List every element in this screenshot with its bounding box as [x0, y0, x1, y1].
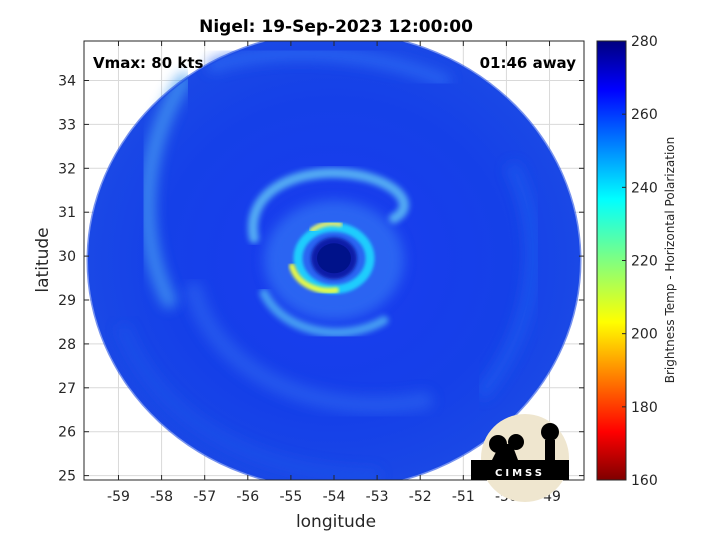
x-tick-label: -52	[409, 489, 432, 505]
x-tick-label: -56	[236, 489, 259, 505]
cimss-logo-text: CIMSS	[495, 468, 545, 479]
y-axis-label: latitude	[33, 227, 53, 292]
x-tick-label: -53	[366, 489, 389, 505]
y-tick-label: 31	[58, 205, 76, 221]
swath-image	[86, 41, 582, 480]
rainband	[476, 162, 542, 399]
colorbar-tick-label: 220	[631, 254, 658, 270]
outer-eyewall-band	[259, 288, 389, 337]
colorbar-tick-label: 200	[631, 327, 658, 343]
time-offset-annotation: 01:46 away	[480, 54, 577, 72]
y-tick-label: 25	[58, 469, 76, 485]
vmax-annotation: Vmax: 80 kts	[93, 54, 203, 72]
x-axis: -59-58-57-56-55-54-53-52-51-50-49	[107, 41, 561, 505]
colorbar-tick-label: 280	[631, 34, 658, 50]
y-tick-label: 30	[58, 249, 76, 265]
eye-center	[317, 243, 351, 274]
colorbar-tick-label: 240	[631, 180, 658, 196]
x-tick-label: -57	[193, 489, 216, 505]
x-tick-label: -54	[323, 489, 346, 505]
colorbar-tick-label: 180	[631, 400, 658, 416]
y-tick-label: 32	[58, 161, 76, 177]
colorbar	[596, 40, 627, 481]
eyewall-cold-arc	[289, 263, 339, 294]
cimss-logo: CIMSS	[471, 414, 569, 502]
colorbar-tick-label: 260	[631, 107, 658, 123]
x-tick-label: -51	[452, 489, 475, 505]
swath-edge	[86, 41, 582, 480]
y-tick-label: 29	[58, 293, 76, 309]
y-tick-label: 27	[58, 381, 76, 397]
rainband	[207, 46, 451, 88]
x-tick-label: -58	[150, 489, 173, 505]
y-tick-label: 33	[58, 117, 76, 133]
x-tick-label: -55	[279, 489, 302, 505]
colorbar-ticks: 160 180 200 220 240 260 280	[622, 34, 658, 489]
y-tick-label: 34	[58, 74, 76, 90]
x-axis-label: longitude	[296, 512, 376, 532]
y-tick-label: 28	[58, 337, 76, 353]
colorbar-tick-label: 160	[631, 473, 658, 489]
y-tick-label: 26	[58, 425, 76, 441]
chart-title: Nigel: 19-Sep-2023 12:00:00	[199, 17, 473, 37]
y-axis: 25 26 27 28 29 30 31 32 33 34	[58, 74, 584, 485]
rainband	[139, 72, 192, 309]
outer-eyewall-band	[247, 168, 409, 244]
rainband	[117, 323, 381, 480]
colorbar-label: Brightness Temp - Horizontal Polarizatio…	[663, 137, 677, 384]
rainband	[185, 281, 433, 414]
eyewall-cold-arc	[309, 221, 343, 233]
x-tick-label: -59	[107, 489, 130, 505]
